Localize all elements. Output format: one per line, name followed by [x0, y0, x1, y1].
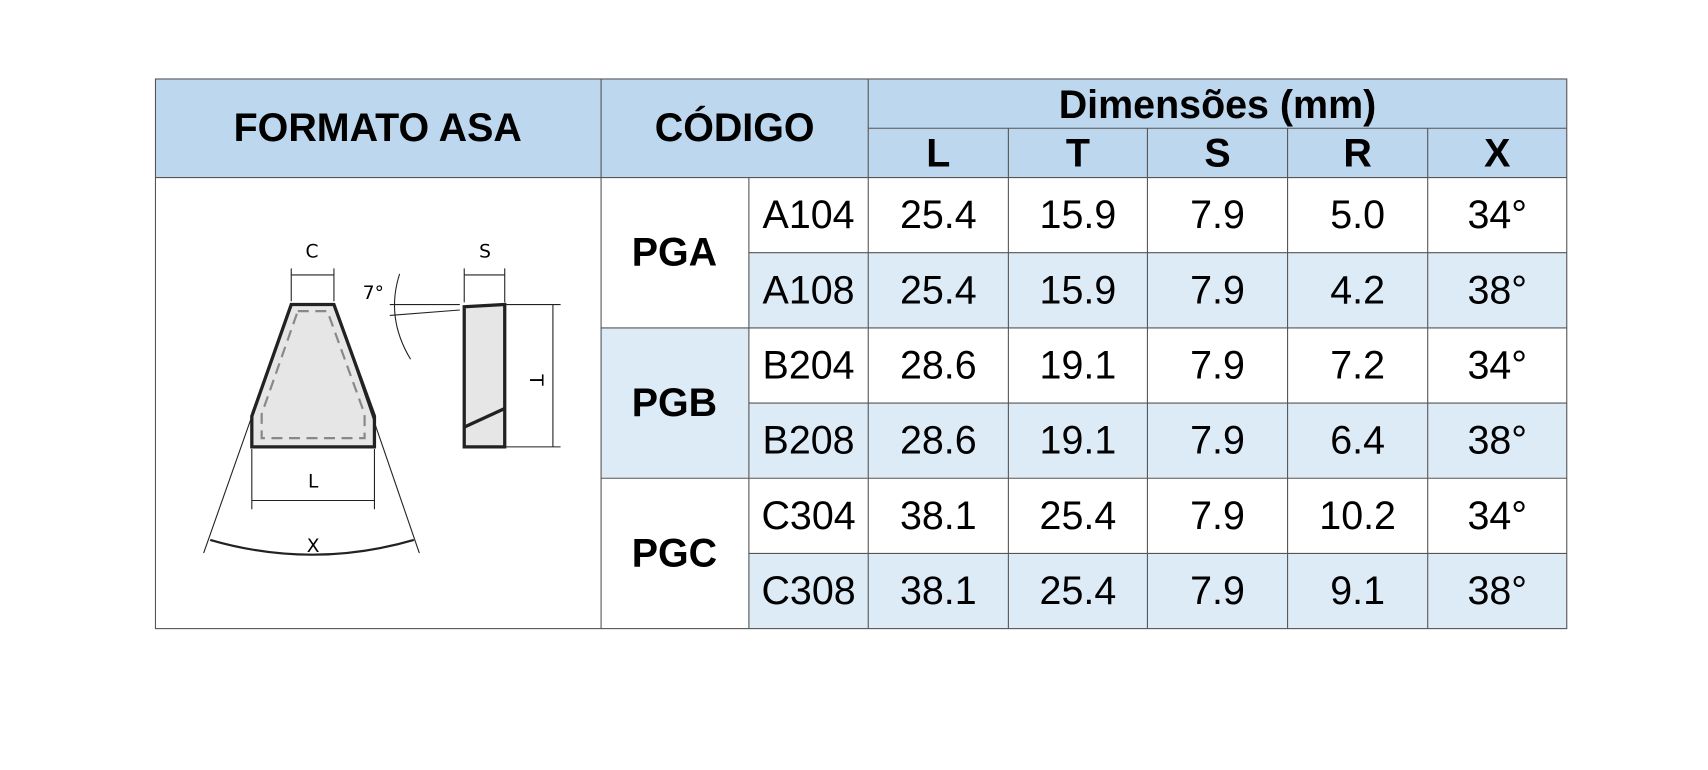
item-code: A108: [763, 268, 855, 312]
dimension-value: 7.2: [1330, 343, 1385, 387]
column-header: X: [1484, 131, 1510, 175]
group-code: PGC: [632, 531, 717, 575]
dimension-value: 9.1: [1330, 569, 1385, 613]
column-header: S: [1204, 131, 1230, 175]
dimension-value: 25.4: [1040, 494, 1117, 538]
item-code: C304: [761, 494, 855, 538]
dimension-value: 5.0: [1330, 193, 1385, 237]
label-s: S: [479, 241, 491, 262]
dimension-value: 25.4: [900, 193, 977, 237]
dimension-value: 25.4: [900, 268, 977, 312]
group-code: PGA: [632, 231, 717, 275]
code-header: CÓDIGO: [655, 106, 815, 150]
dimension-value: 7.9: [1190, 268, 1245, 312]
label-c: C: [306, 241, 319, 262]
dimension-value: 38.1: [900, 494, 977, 538]
dimension-value: 15.9: [1040, 268, 1117, 312]
dimension-value: 38°: [1467, 268, 1527, 312]
label-angle: 7°: [363, 283, 384, 304]
dimension-value: 19.1: [1040, 419, 1117, 463]
dimension-value: 38°: [1467, 419, 1527, 463]
dimension-value: 34°: [1467, 343, 1527, 387]
dimension-value: 10.2: [1319, 494, 1396, 538]
label-t: T: [525, 373, 546, 386]
column-header: R: [1343, 131, 1371, 175]
group-bg: [601, 327, 749, 479]
dimension-value: 28.6: [900, 343, 977, 387]
dimension-value: 28.6: [900, 419, 977, 463]
dimension-value: 6.4: [1330, 419, 1385, 463]
dimension-value: 34°: [1467, 193, 1527, 237]
dimension-value: 4.2: [1330, 268, 1385, 312]
table-border: [154, 78, 1568, 630]
column-header: L: [926, 131, 950, 175]
dimension-value: 38.1: [900, 569, 977, 613]
dimension-value: 7.9: [1190, 193, 1245, 237]
dimension-value: 19.1: [1040, 343, 1117, 387]
row-bg: [748, 553, 1567, 629]
item-code: C308: [761, 569, 855, 613]
dimension-value: 38°: [1467, 569, 1527, 613]
dimension-value: 7.9: [1190, 494, 1245, 538]
dimension-value: 7.9: [1190, 343, 1245, 387]
dimension-value: 34°: [1467, 494, 1527, 538]
row-bg: [748, 403, 1567, 479]
column-header: T: [1066, 131, 1090, 175]
dimension-value: 25.4: [1040, 569, 1117, 613]
item-code: A104: [763, 193, 855, 237]
dimension-value: 15.9: [1040, 193, 1117, 237]
dimension-value: 7.9: [1190, 569, 1245, 613]
item-code: B208: [763, 419, 855, 463]
format-header: FORMATO ASA: [234, 106, 522, 150]
shape-diagram: [203, 268, 561, 556]
dimension-value: 7.9: [1190, 419, 1245, 463]
item-code: B204: [763, 343, 855, 387]
label-l: L: [308, 471, 319, 492]
group-code: PGB: [632, 381, 717, 425]
row-bg: [748, 252, 1567, 328]
label-x: X: [307, 536, 320, 557]
dimensions-header: Dimensões (mm): [1059, 83, 1377, 127]
